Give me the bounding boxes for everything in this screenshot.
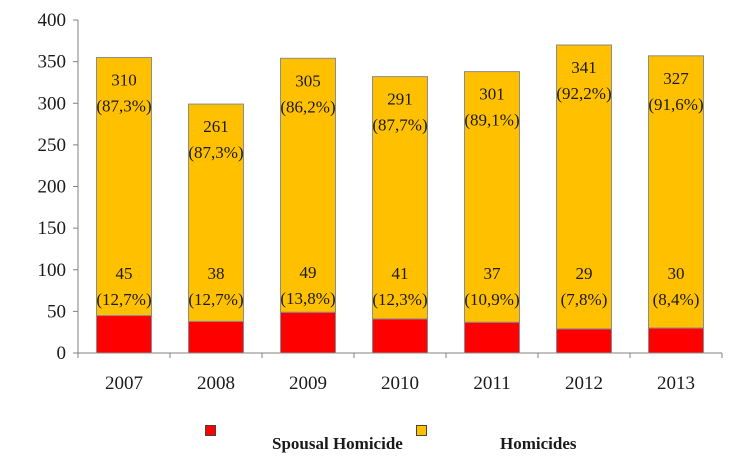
bar-spousal-homicide (648, 327, 704, 354)
y-tick-label: 250 (38, 135, 67, 156)
y-tick-label: 100 (38, 260, 67, 281)
data-label-homicides-value: 261 (203, 117, 229, 136)
data-label-homicides-value: 301 (479, 85, 505, 104)
y-tick-label: 300 (38, 93, 67, 114)
data-label-spousal-value: 38 (208, 264, 225, 283)
data-label-spousal-value: 45 (116, 264, 133, 283)
bar-spousal-homicide (188, 320, 244, 354)
bar-spousal-homicide (96, 315, 152, 354)
data-label-homicides-value: 310 (111, 70, 137, 89)
x-tick-label: 2013 (657, 373, 695, 394)
legend-label-spousal: Spousal Homicide (272, 434, 403, 453)
bar-spousal-homicide (464, 321, 520, 354)
bar-homicides (464, 71, 520, 323)
data-label-spousal-percent: (12,7%) (96, 290, 151, 309)
data-label-spousal-value: 30 (668, 264, 685, 283)
data-label-homicides-percent: (87,3%) (96, 96, 151, 115)
data-labels: 310 (87,3%) 45 (12,7%) 261 (87,3%) 38 (12,7%) 30… (96, 58, 703, 309)
data-label-spousal-percent: (13,8%) (280, 289, 335, 308)
data-label-spousal-percent: (10,9%) (464, 290, 519, 309)
bar-spousal-homicide (372, 318, 428, 354)
legend-item-spousal (205, 425, 216, 436)
legend-swatch-homicides (416, 425, 427, 436)
y-tick-label: 400 (38, 10, 67, 31)
data-label-spousal-value: 41 (392, 264, 409, 283)
data-label-homicides-percent: (86,2%) (280, 97, 335, 116)
data-label-spousal-percent: (7,8%) (561, 290, 608, 309)
axes: 0 50 100 150 200 250 300 350 400 2007 2008 2009 2010… (38, 10, 723, 394)
data-label-spousal-value: 37 (484, 264, 502, 283)
data-label-homicides-percent: (87,7%) (372, 116, 427, 135)
x-tick-label: 2011 (473, 373, 510, 394)
data-label-homicides-percent: (91,6%) (648, 95, 703, 114)
data-label-homicides-value: 341 (571, 58, 597, 77)
legend-item-homicides (416, 425, 427, 436)
legend-label-homicides: Homicides (500, 434, 577, 453)
bar-spousal-homicide (280, 311, 336, 354)
x-tick-label: 2010 (381, 373, 419, 394)
legend-swatch-spousal (205, 425, 216, 436)
data-label-homicides-value: 291 (387, 90, 413, 109)
x-tick-label: 2012 (565, 373, 603, 394)
data-label-spousal-percent: (12,7%) (188, 290, 243, 309)
y-tick-label: 50 (47, 301, 66, 322)
y-tick-label: 350 (38, 52, 67, 73)
y-tick-label: 200 (38, 177, 67, 198)
y-tick-label: 0 (57, 343, 67, 364)
data-label-homicides-value: 327 (663, 69, 689, 88)
data-label-spousal-percent: (8,4%) (653, 290, 700, 309)
data-label-homicides-percent: (87,3%) (188, 143, 243, 162)
data-label-spousal-value: 29 (576, 264, 593, 283)
data-label-homicides-percent: (89,1%) (464, 111, 519, 130)
bar-homicides (188, 103, 244, 322)
x-tick-label: 2007 (105, 373, 143, 394)
data-label-spousal-value: 49 (300, 263, 317, 282)
bar-spousal-homicide (556, 328, 612, 354)
bar-homicides (280, 57, 336, 313)
data-label-spousal-percent: (12,3%) (372, 290, 427, 309)
bar-homicides (372, 76, 428, 320)
bar-homicides (648, 55, 704, 329)
bar-homicides (96, 56, 152, 317)
x-tick-label: 2008 (197, 373, 235, 394)
legend: Spousal Homicide Homicides (0, 425, 731, 455)
data-label-homicides-percent: (92,2%) (556, 84, 611, 103)
x-tick-label: 2009 (289, 373, 327, 394)
bar-homicides (556, 44, 612, 330)
y-tick-label: 150 (38, 218, 67, 239)
data-label-homicides-value: 305 (295, 71, 321, 90)
bars (96, 44, 704, 354)
